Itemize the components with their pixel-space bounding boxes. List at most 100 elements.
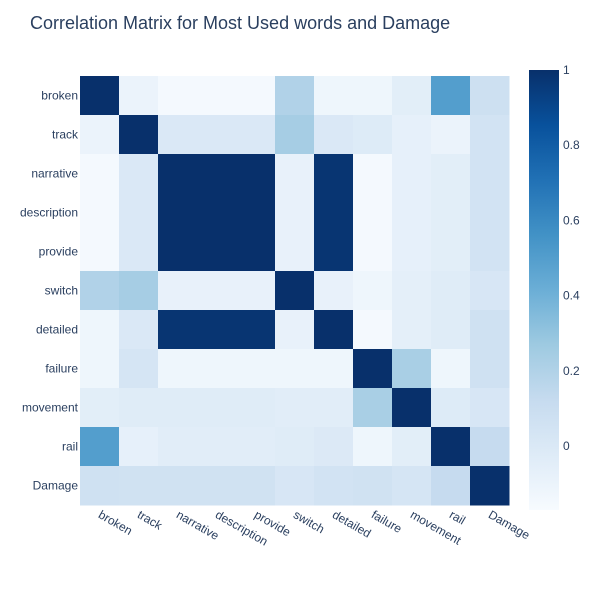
heatmap-cell: [275, 232, 315, 272]
heatmap-cell: [197, 154, 237, 194]
heatmap-cell: [314, 193, 354, 233]
heatmap-cell: [275, 388, 315, 428]
heatmap-cell: [275, 310, 315, 350]
heatmap-cell: [470, 427, 510, 467]
heatmap-cell: [197, 349, 237, 389]
heatmap-cell: [197, 232, 237, 272]
heatmap-cell: [275, 427, 315, 467]
x-tick-label: rail: [447, 507, 468, 527]
heatmap-cell: [470, 193, 510, 233]
colorbar-tick-label: 0: [563, 439, 570, 453]
heatmap-cell: [197, 193, 237, 233]
heatmap-cell: [158, 388, 198, 428]
heatmap-cell: [80, 349, 120, 389]
heatmap-cell: [470, 310, 510, 350]
heatmap-cell: [314, 115, 354, 155]
heatmap-cell: [119, 349, 159, 389]
heatmap-cell: [392, 193, 432, 233]
heatmap-cell: [470, 232, 510, 272]
heatmap-cell: [197, 115, 237, 155]
heatmap-cell: [431, 427, 471, 467]
heatmap-cell: [392, 271, 432, 311]
heatmap-cell: [314, 427, 354, 467]
heatmap-cell: [119, 76, 159, 116]
heatmap-cell: [392, 466, 432, 506]
heatmap-cell: [236, 310, 276, 350]
heatmap-cell: [236, 271, 276, 311]
heatmap-cell: [80, 466, 120, 506]
x-tick-label: switch: [291, 507, 327, 536]
heatmap-cell: [392, 76, 432, 116]
heatmap-cell: [158, 76, 198, 116]
heatmap-cell: [353, 427, 393, 467]
heatmap-cell: [236, 232, 276, 272]
heatmap-cell: [119, 466, 159, 506]
heatmap-cell: [314, 388, 354, 428]
heatmap-cell: [314, 349, 354, 389]
heatmap-cell: [236, 154, 276, 194]
colorbar: 0 0.2 0.4 0.6 0.8 1: [529, 63, 580, 510]
heatmap-cell: [275, 271, 315, 311]
heatmap-cell: [353, 388, 393, 428]
heatmap-cell: [275, 466, 315, 506]
x-tick-label: detailed: [330, 507, 373, 540]
heatmap-cell: [236, 349, 276, 389]
x-tick-label: failure: [369, 507, 405, 536]
heatmap-cell: [158, 115, 198, 155]
heatmap-cell: [119, 388, 159, 428]
heatmap-cell: [353, 232, 393, 272]
heatmap-cell: [119, 271, 159, 311]
heatmap-cell: [392, 427, 432, 467]
heatmap-cell: [353, 271, 393, 311]
heatmap-cell: [431, 76, 471, 116]
heatmap-cell: [392, 115, 432, 155]
colorbar-tick-label: 1: [563, 63, 570, 77]
heatmap-cell: [392, 349, 432, 389]
heatmap-cell: [158, 193, 198, 233]
x-tick-label: broken: [96, 507, 135, 537]
y-tick-label: broken: [41, 89, 78, 103]
heatmap-cell: [158, 466, 198, 506]
heatmap-cell: [158, 232, 198, 272]
heatmap-cell: [197, 271, 237, 311]
heatmap-cell: [431, 232, 471, 272]
heatmap-cell: [236, 466, 276, 506]
heatmap-cell: [431, 466, 471, 506]
heatmap-cell: [80, 115, 120, 155]
heatmap-cell: [392, 388, 432, 428]
y-tick-label: description: [20, 206, 78, 220]
heatmap-cell: [158, 154, 198, 194]
heatmap-cell: [275, 115, 315, 155]
heatmap-cell: [470, 388, 510, 428]
heatmap-cell: [197, 76, 237, 116]
heatmap-cell: [314, 271, 354, 311]
heatmap-cell: [431, 154, 471, 194]
heatmap-cell: [314, 232, 354, 272]
heatmap-cell: [470, 115, 510, 155]
heatmap-cell: [119, 154, 159, 194]
heatmap-cell: [275, 154, 315, 194]
heatmap-cell: [353, 76, 393, 116]
heatmap-cell: [314, 154, 354, 194]
colorbar-tick-label: 0.4: [563, 289, 580, 303]
heatmap-cell: [80, 193, 120, 233]
heatmap-cell: [236, 115, 276, 155]
heatmap-cell: [80, 271, 120, 311]
y-tick-label: detailed: [36, 323, 78, 337]
heatmap-cell: [158, 427, 198, 467]
heatmap-cell: [353, 310, 393, 350]
y-tick-label: Damage: [33, 479, 79, 493]
x-axis-tick-labels: broken track narrativedescriptionprovidesw…: [96, 507, 533, 548]
heatmap-cell: [119, 232, 159, 272]
heatmap-cell: [236, 76, 276, 116]
heatmap-cell: [158, 349, 198, 389]
heatmap-cell: [431, 388, 471, 428]
y-tick-label: narrative: [31, 167, 78, 181]
heatmap-cell: [119, 310, 159, 350]
heatmap-cell: [80, 310, 120, 350]
heatmap-cell: [119, 193, 159, 233]
y-tick-label: switch: [45, 284, 78, 298]
chart-title: Correlation Matrix for Most Used words a…: [30, 13, 450, 33]
heatmap-cell: [392, 232, 432, 272]
